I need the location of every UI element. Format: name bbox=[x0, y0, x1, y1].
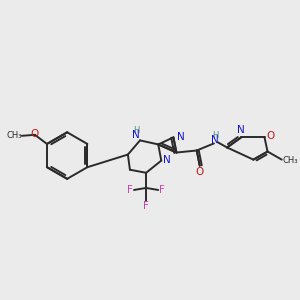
Text: H: H bbox=[133, 126, 139, 135]
Text: O: O bbox=[31, 129, 39, 139]
Text: F: F bbox=[159, 185, 165, 195]
Text: CH₃: CH₃ bbox=[282, 156, 298, 165]
Text: N: N bbox=[211, 135, 219, 146]
Text: N: N bbox=[237, 125, 245, 135]
Text: N: N bbox=[132, 130, 140, 140]
Text: F: F bbox=[143, 201, 149, 211]
Text: H: H bbox=[212, 131, 218, 140]
Text: O: O bbox=[196, 167, 204, 177]
Text: CH₃: CH₃ bbox=[7, 131, 22, 140]
Text: O: O bbox=[266, 131, 275, 141]
Text: F: F bbox=[127, 185, 133, 195]
Text: N: N bbox=[164, 154, 171, 165]
Text: N: N bbox=[177, 132, 184, 142]
